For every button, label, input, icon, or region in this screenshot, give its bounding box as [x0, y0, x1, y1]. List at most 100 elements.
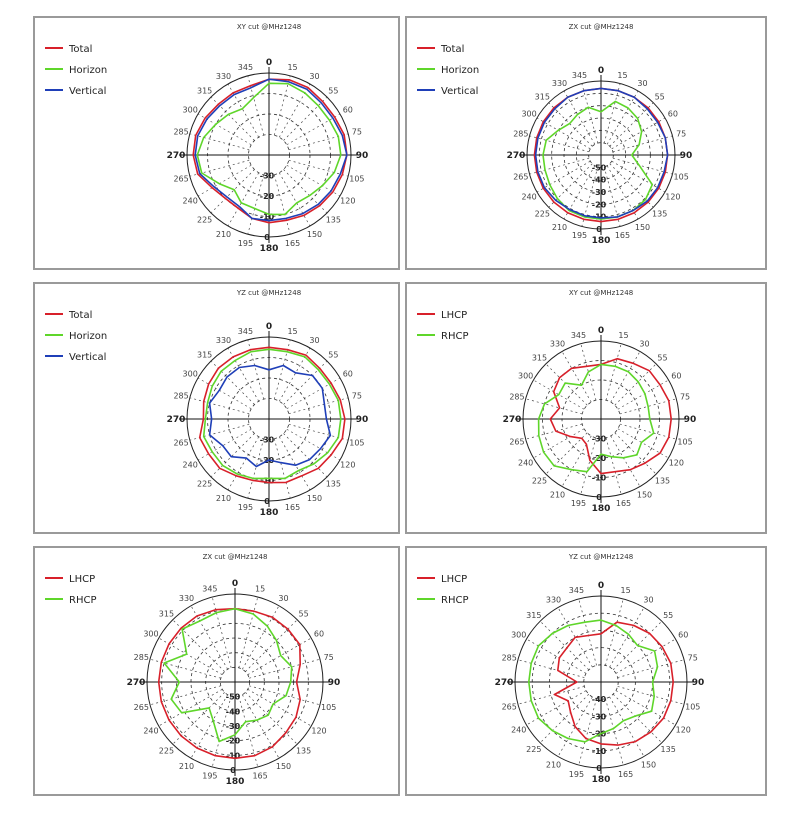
grid-spoke [581, 83, 599, 144]
grid-spoke [210, 169, 255, 214]
legend-label-horizon: Horizon [69, 65, 107, 76]
grid-spoke [536, 160, 591, 193]
grid-spoke [189, 423, 250, 441]
angle-tick-label: 15 [287, 327, 297, 336]
angle-tick-label: 210 [216, 230, 231, 239]
angle-tick-label: 210 [216, 494, 231, 503]
series-line-lhcp [549, 357, 672, 475]
angle-tick-label: 225 [526, 745, 541, 754]
grid-spoke [247, 438, 265, 499]
series-line-lhcp [553, 621, 674, 746]
radial-tick-label: -30 [260, 436, 275, 445]
grid-spoke [615, 690, 676, 726]
grid-spoke [189, 397, 250, 415]
radial-tick-label: 0 [596, 225, 602, 234]
grid-spoke [609, 607, 645, 668]
angle-tick-label: 90 [328, 678, 341, 688]
series-line-horizon [196, 82, 342, 216]
grid-spoke [288, 159, 349, 177]
grid-spoke [605, 598, 624, 666]
grid-spoke [210, 433, 255, 478]
grid-spoke [617, 659, 685, 678]
angle-tick-label: 300 [183, 370, 198, 379]
chart-panel-xy-cut-1: XY cut @MHz1248 0 15 30 55 60 75 90 105 120 135 150… [33, 16, 400, 270]
legend-label-rhcp: RHCP [441, 331, 468, 342]
angle-tick-label: 120 [340, 461, 355, 470]
angle-tick-label: 90 [356, 151, 369, 161]
angle-tick-label: 195 [571, 499, 586, 508]
angle-tick-label: 135 [326, 479, 341, 488]
radial-tick-label: -10 [592, 474, 607, 483]
angle-tick-label: 300 [521, 110, 536, 119]
series-line-rhcp [163, 607, 293, 743]
legend-label-rhcp: RHCP [69, 595, 96, 606]
series-line-vertical [194, 78, 348, 222]
grid-spoke [612, 693, 663, 744]
angle-tick-label: 120 [676, 726, 691, 735]
grid-spoke [273, 174, 291, 235]
angle-tick-label: 285 [134, 653, 149, 662]
angle-tick-label: 55 [663, 611, 673, 620]
grid-spoke [609, 696, 645, 757]
angle-tick-label: 165 [252, 772, 267, 781]
radial-tick-label: -20 [592, 200, 607, 209]
grid-spoke [525, 398, 583, 415]
grid-spoke [238, 596, 259, 668]
angle-tick-label: 315 [532, 353, 547, 362]
angle-tick-label: 60 [343, 106, 353, 115]
grid-spoke [211, 596, 232, 668]
legend-label-lhcp: LHCP [441, 574, 467, 585]
angle-tick-label: 225 [197, 479, 212, 488]
grid-spoke [617, 686, 685, 705]
radial-tick-label: 0 [230, 766, 236, 775]
angle-tick-label: 285 [513, 130, 528, 139]
angle-tick-label: 90 [356, 415, 369, 425]
grid-spoke [539, 693, 590, 744]
chart-panel-xy-cut-2: XY cut @MHz1248 0 15 30 55 60 75 90 105 120 135 150… [405, 282, 767, 534]
angle-tick-label: 210 [550, 490, 565, 499]
angle-tick-label: 285 [502, 653, 517, 662]
angle-tick-label: 270 [507, 151, 526, 161]
grid-spoke [247, 637, 312, 675]
legend-label-lhcp: LHCP [69, 574, 95, 585]
radial-tick-label: -10 [226, 751, 241, 760]
angle-tick-label: 195 [238, 503, 253, 512]
grid-spoke [529, 135, 590, 153]
angle-tick-label: 75 [352, 391, 362, 400]
radial-tick-label: -20 [592, 454, 607, 463]
angle-tick-label: 75 [352, 127, 362, 136]
radial-tick-label: -10 [260, 477, 275, 486]
chart-title: XY cut @MHz1248 [237, 23, 301, 31]
grid-spoke [612, 157, 673, 175]
grid-spoke [249, 685, 321, 706]
angle-tick-label: 135 [296, 747, 311, 756]
angle-tick-label: 265 [173, 175, 188, 184]
polar-chart-yz-cut-1: YZ cut @MHz1248 0 15 30 55 60 75 90 105 120 135 150… [45, 289, 369, 518]
angle-tick-label: 180 [592, 236, 611, 246]
radial-tick-label: -10 [592, 747, 607, 756]
angle-tick-label: 55 [298, 609, 308, 618]
angle-tick-label: 345 [571, 331, 586, 340]
grid-spoke [609, 102, 654, 147]
angle-tick-label: 165 [615, 231, 630, 240]
angle-tick-label: 75 [680, 392, 690, 401]
angle-tick-label: 315 [197, 351, 212, 360]
grid-spoke [612, 135, 673, 153]
angle-tick-label: 240 [183, 461, 198, 470]
angle-tick-label: 240 [511, 726, 526, 735]
angle-tick-label: 265 [509, 438, 524, 447]
angle-tick-label: 105 [674, 172, 689, 181]
angle-tick-label: 30 [639, 340, 649, 349]
angle-tick-label: 120 [340, 197, 355, 206]
angle-tick-label: 270 [127, 678, 146, 688]
angle-tick-label: 15 [287, 63, 297, 72]
angle-tick-label: 285 [173, 391, 188, 400]
radial-tick-label: -30 [260, 172, 275, 181]
grid-spoke [611, 160, 666, 193]
angle-tick-label: 195 [202, 772, 217, 781]
series-line-total [192, 78, 348, 224]
grid-spoke [227, 436, 260, 491]
grid-spoke [247, 689, 312, 727]
grid-spoke [278, 436, 311, 491]
angle-tick-label: 345 [238, 327, 253, 336]
